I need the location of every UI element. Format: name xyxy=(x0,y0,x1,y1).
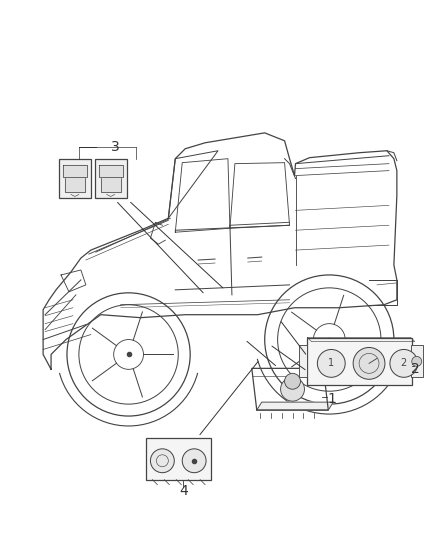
Polygon shape xyxy=(43,133,397,369)
Polygon shape xyxy=(63,165,87,176)
Circle shape xyxy=(182,449,206,473)
Text: 4: 4 xyxy=(179,483,187,498)
Bar xyxy=(300,345,307,377)
Bar xyxy=(146,438,211,480)
Text: 1: 1 xyxy=(328,392,337,406)
Polygon shape xyxy=(65,176,85,192)
Circle shape xyxy=(390,350,418,377)
Circle shape xyxy=(281,377,304,401)
Bar xyxy=(307,337,412,385)
Circle shape xyxy=(412,357,422,366)
Circle shape xyxy=(353,348,385,379)
Polygon shape xyxy=(101,176,120,192)
Circle shape xyxy=(285,373,300,389)
Text: 3: 3 xyxy=(111,140,120,154)
Text: 1: 1 xyxy=(328,358,334,368)
Text: 2: 2 xyxy=(401,358,407,368)
Bar xyxy=(95,159,127,198)
Circle shape xyxy=(318,350,345,377)
Circle shape xyxy=(150,449,174,473)
Text: 2: 2 xyxy=(411,362,420,376)
Polygon shape xyxy=(257,402,333,410)
Polygon shape xyxy=(99,165,123,176)
Bar xyxy=(411,345,423,377)
Bar xyxy=(59,159,91,198)
